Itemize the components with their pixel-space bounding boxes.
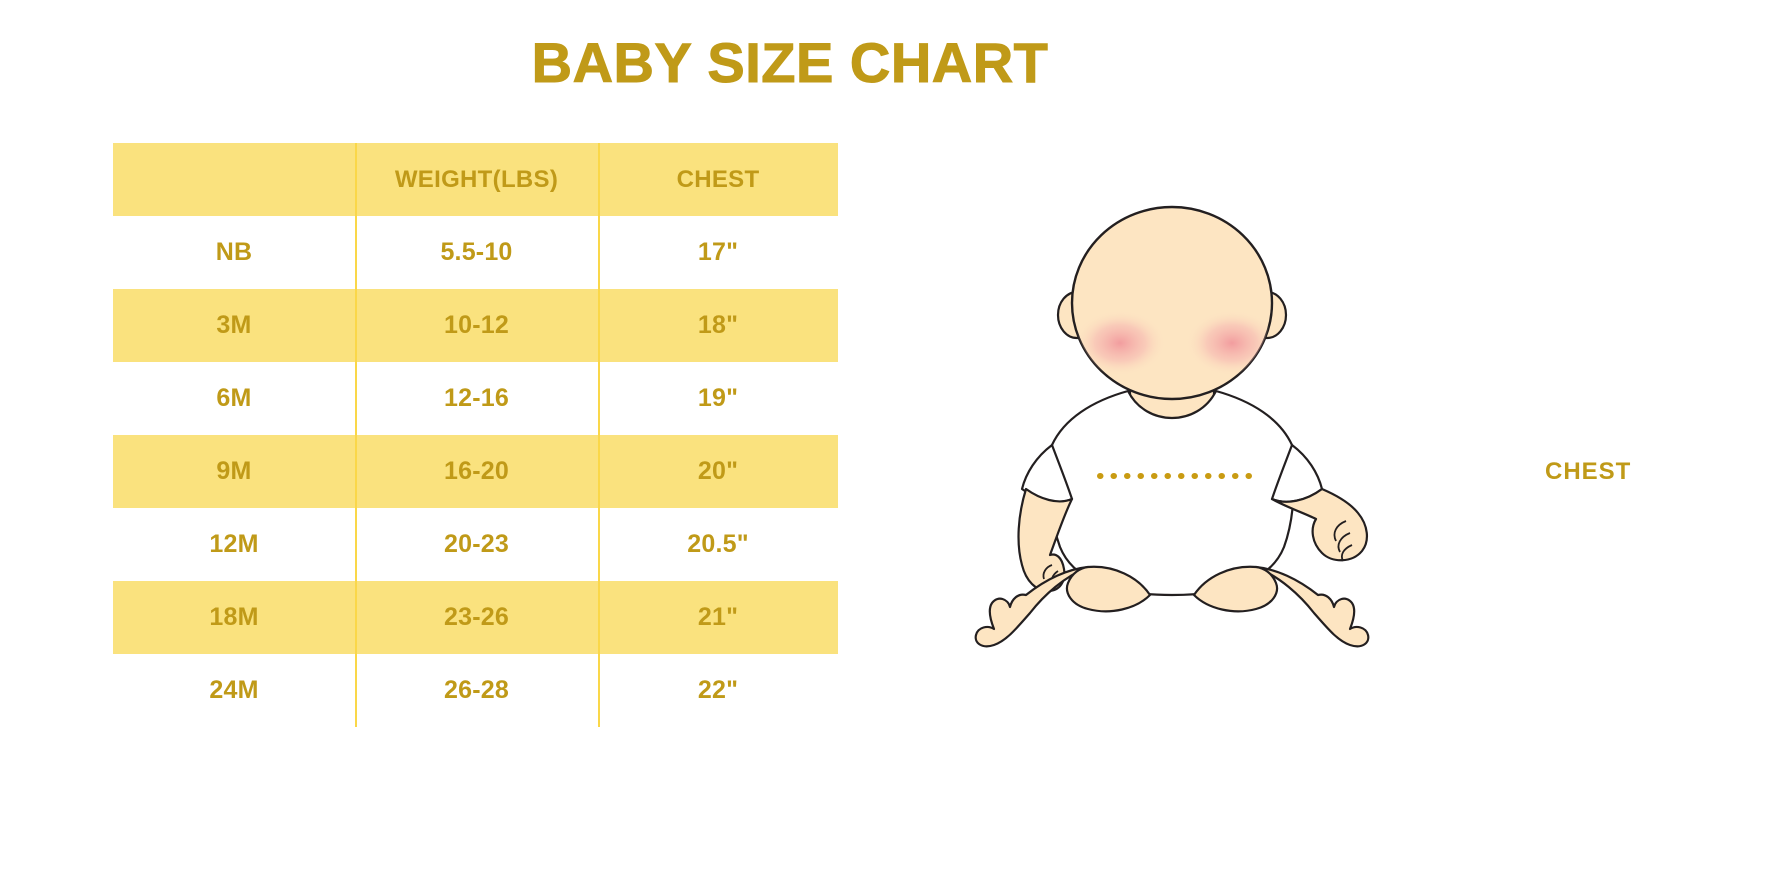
cell-size: 3M (113, 289, 355, 362)
cell-chest: 20" (598, 435, 838, 508)
table-row: 3M 10-12 18" (113, 289, 838, 362)
header-cell-size (113, 143, 355, 216)
table-header-row: WEIGHT(LBS) CHEST (113, 143, 838, 216)
baby-illustration (960, 195, 1380, 655)
cell-weight: 5.5-10 (355, 216, 598, 289)
cell-size: 24M (113, 654, 355, 727)
leg-right (1192, 565, 1370, 648)
cell-weight: 20-23 (355, 508, 598, 581)
cell-weight: 10-12 (355, 289, 598, 362)
table-row: 9M 16-20 20" (113, 435, 838, 508)
cell-chest: 21" (598, 581, 838, 654)
head (1070, 205, 1274, 401)
cell-weight: 23-26 (355, 581, 598, 654)
cell-size: 12M (113, 508, 355, 581)
cell-chest: 20.5" (598, 508, 838, 581)
blush-left (1074, 310, 1166, 376)
cell-size: NB (113, 216, 355, 289)
leg-left (974, 565, 1152, 648)
size-chart-table: WEIGHT(LBS) CHEST NB 5.5-10 17" 3M 10-12… (113, 143, 838, 727)
cell-chest: 22" (598, 654, 838, 727)
cell-chest: 19" (598, 362, 838, 435)
size-chart-table-wrapper: WEIGHT(LBS) CHEST NB 5.5-10 17" 3M 10-12… (113, 143, 838, 727)
arm-left (1017, 487, 1074, 593)
cell-weight: 26-28 (355, 654, 598, 727)
cell-size: 9M (113, 435, 355, 508)
baby-figure-icon (974, 205, 1370, 648)
header-cell-weight: WEIGHT(LBS) (355, 143, 598, 216)
cell-size: 6M (113, 362, 355, 435)
table-row: 6M 12-16 19" (113, 362, 838, 435)
header-cell-chest: CHEST (598, 143, 838, 216)
cell-weight: 16-20 (355, 435, 598, 508)
cell-size: 18M (113, 581, 355, 654)
table-row: 18M 23-26 21" (113, 581, 838, 654)
shirt-torso (1049, 389, 1295, 597)
page-title: BABY SIZE CHART (0, 30, 1780, 95)
cell-chest: 17" (598, 216, 838, 289)
table-row: 12M 20-23 20.5" (113, 508, 838, 581)
arm-right (1270, 487, 1368, 562)
cell-chest: 18" (598, 289, 838, 362)
table-row: NB 5.5-10 17" (113, 216, 838, 289)
table-row: 24M 26-28 22" (113, 654, 838, 727)
page-title-text: BABY SIZE CHART (531, 31, 1049, 95)
chest-measure-label: CHEST (1545, 458, 1632, 485)
cell-weight: 12-16 (355, 362, 598, 435)
